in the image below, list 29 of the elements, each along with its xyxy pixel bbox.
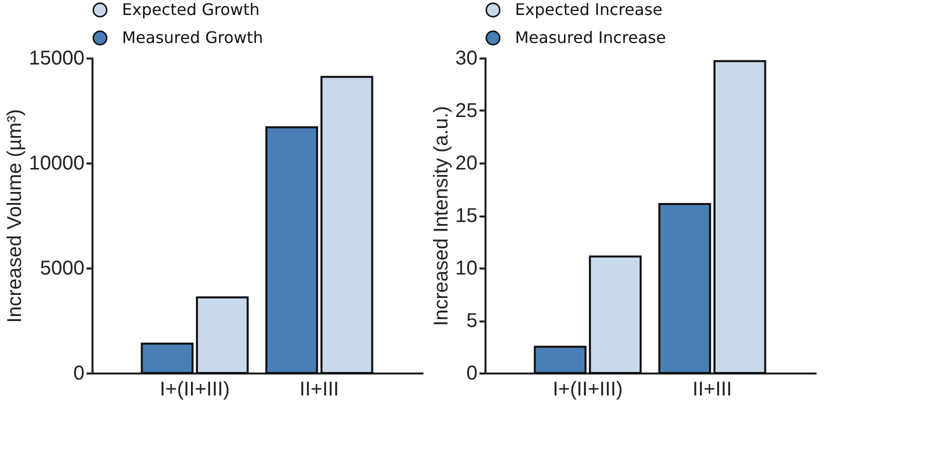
- y-tick-label: 10000: [28, 152, 84, 174]
- bar: [658, 202, 712, 374]
- legend-label: Measured Growth: [122, 28, 264, 47]
- legend-label: Expected Growth: [122, 0, 260, 19]
- y-tick-label: 0: [466, 362, 478, 384]
- y-tick-label: 15: [455, 205, 478, 227]
- bar: [196, 296, 249, 374]
- x-tick-label: I+(II+III): [552, 378, 623, 400]
- bar: [140, 342, 194, 374]
- y-tick-label: 0: [73, 362, 84, 384]
- x-tick-label: II+III: [692, 378, 732, 400]
- legend-label: Measured Increase: [515, 28, 666, 47]
- bar: [534, 346, 587, 374]
- y-tick-label: 5000: [40, 258, 84, 280]
- bar: [588, 255, 642, 374]
- x-tick-label: I+(II+III): [160, 378, 230, 400]
- x-tick-label: II+III: [300, 378, 339, 400]
- y-tick-label: 25: [455, 100, 478, 122]
- legend-label: Expected Increase: [515, 0, 662, 19]
- y-tick-label: 30: [455, 48, 478, 70]
- y-axis-title: Increased Intensity (a.u.): [430, 106, 452, 326]
- y-tick-label: 15000: [28, 48, 84, 70]
- y-axis-title: Increased Volume (µm³): [4, 109, 26, 323]
- y-tick-label: 10: [455, 258, 478, 280]
- bar: [265, 126, 318, 374]
- bar: [320, 76, 374, 374]
- y-tick-label: 5: [466, 310, 478, 332]
- y-tick-label: 20: [455, 152, 478, 174]
- bar: [713, 60, 766, 374]
